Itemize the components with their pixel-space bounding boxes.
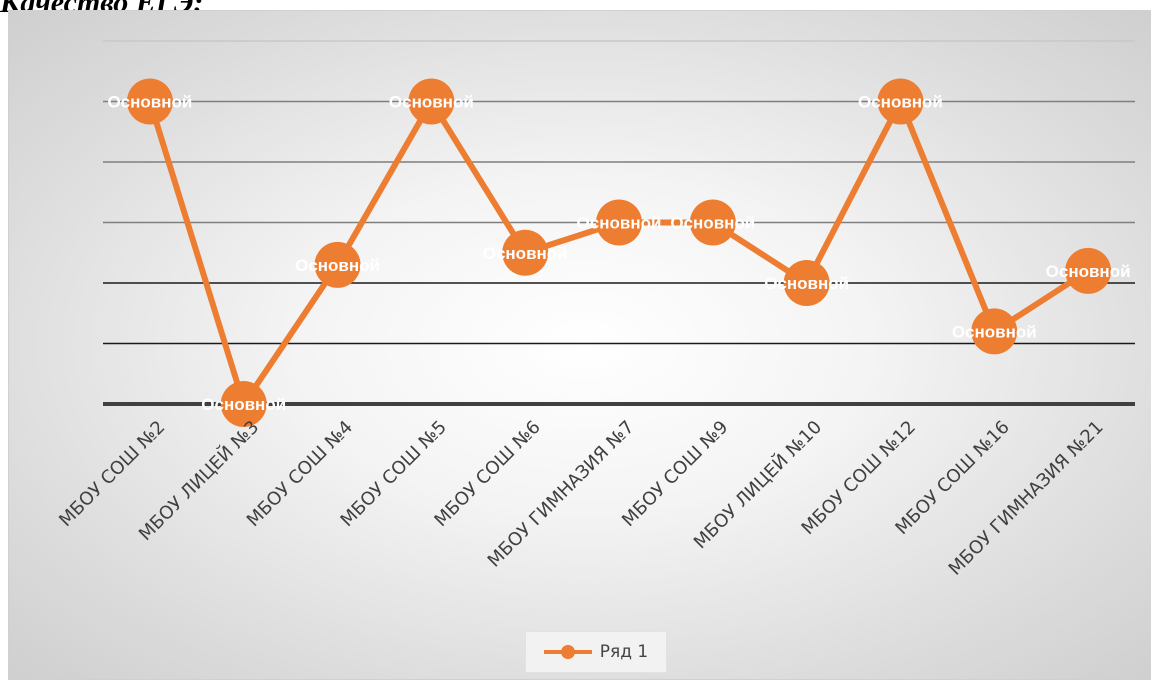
data-point bbox=[877, 78, 924, 125]
data-label: Основной bbox=[389, 93, 474, 112]
data-label: Основной bbox=[107, 93, 192, 112]
data-label: Основной bbox=[577, 214, 662, 233]
data-label: Основной bbox=[201, 395, 286, 414]
data-label: Основной bbox=[764, 274, 849, 293]
line-chart: Основной Основной Основной Основной Основной… bbox=[55, 40, 1135, 580]
data-point bbox=[596, 199, 642, 246]
data-point bbox=[220, 381, 267, 427]
data-point bbox=[783, 260, 830, 306]
data-point bbox=[126, 78, 173, 125]
data-label: Основной bbox=[483, 244, 568, 263]
data-point bbox=[971, 308, 1018, 355]
series-line bbox=[147, 98, 1090, 407]
chart-legend: Ряд 1 bbox=[525, 631, 667, 673]
data-point bbox=[689, 199, 736, 246]
legend-series-label: Ряд 1 bbox=[599, 642, 649, 662]
data-label: Основной bbox=[295, 256, 380, 275]
data-point bbox=[1065, 247, 1112, 294]
data-point bbox=[408, 78, 455, 125]
data-label: Основной bbox=[858, 93, 943, 112]
x-tick-label: МБОУ ГИМНАЗИЯ №21 bbox=[945, 417, 1108, 580]
data-label: Основной bbox=[1046, 262, 1131, 281]
data-point bbox=[502, 229, 549, 276]
data-label: Основной bbox=[670, 214, 755, 233]
chart-area: Основной Основной Основной Основной Основной… bbox=[8, 10, 1151, 680]
data-label: Основной bbox=[952, 322, 1037, 341]
data-point bbox=[314, 241, 361, 288]
legend-series-marker bbox=[543, 645, 592, 659]
